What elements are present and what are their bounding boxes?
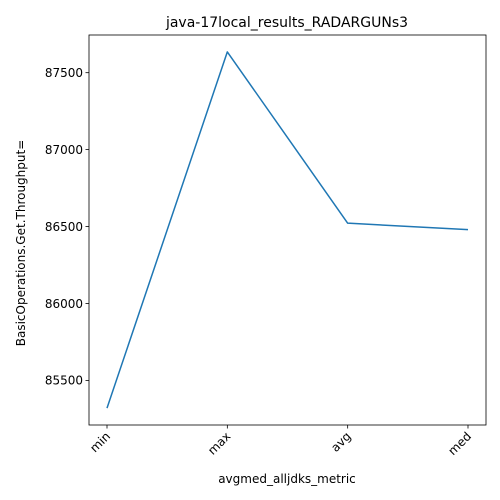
plot-area	[106, 51, 469, 409]
y-tick-label: 85500	[45, 374, 83, 388]
y-tick-label: 87000	[45, 143, 83, 157]
y-tick-label: 86500	[45, 220, 83, 234]
x-axis-label: avgmed_alljdks_metric	[218, 472, 356, 486]
series-line-0	[106, 51, 469, 409]
y-axis-label: BasicOperations.Get.Throughput=	[14, 140, 28, 347]
y-tick-label: 86000	[45, 297, 83, 311]
y-tick-label: 87500	[45, 66, 83, 80]
chart-title: java-17local_results_RADARGUNs3	[165, 15, 408, 31]
axes-frame	[88, 34, 487, 426]
